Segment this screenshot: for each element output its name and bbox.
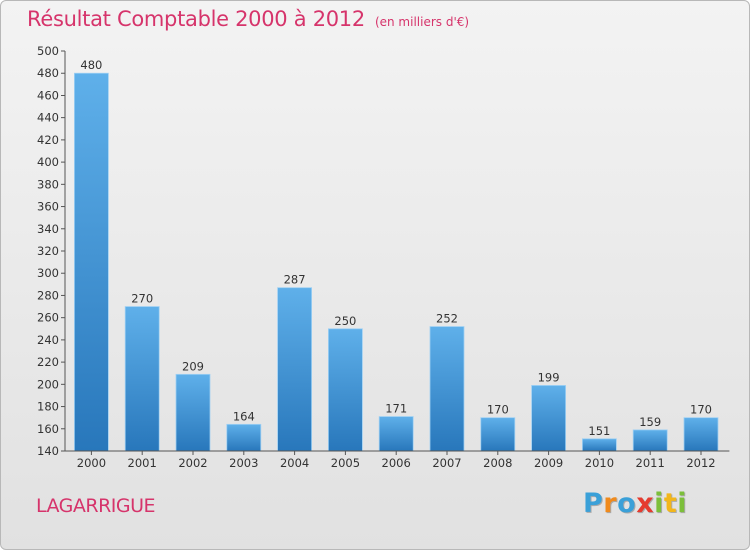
bar-2002 bbox=[175, 373, 211, 452]
x-tick-label-2009: 2009 bbox=[534, 456, 563, 470]
y-tick-label: 380 bbox=[37, 177, 59, 191]
logo-letter: i bbox=[677, 488, 688, 519]
value-label-2007: 252 bbox=[436, 312, 458, 326]
x-tick-label-2001: 2001 bbox=[128, 456, 157, 470]
logo-letter: t bbox=[663, 488, 678, 519]
chart-title: Résultat Comptable 2000 à 2012 (en millie… bbox=[27, 7, 469, 31]
logo-letter: x bbox=[636, 488, 655, 519]
x-tick-label-2008: 2008 bbox=[483, 456, 512, 470]
commune-name: LAGARRIGUE bbox=[36, 495, 156, 517]
chart-title-text: Résultat Comptable 2000 à 2012 bbox=[27, 7, 365, 31]
bar-2009 bbox=[531, 385, 566, 452]
value-label-2012: 170 bbox=[690, 403, 712, 417]
proxiti-logo: Proxiti bbox=[583, 488, 687, 519]
y-tick-label: 300 bbox=[37, 266, 59, 280]
value-label-2010: 151 bbox=[588, 424, 610, 438]
y-tick-label: 420 bbox=[37, 133, 59, 147]
y-tick-label: 160 bbox=[37, 422, 59, 436]
logo-letter: r bbox=[603, 488, 618, 519]
y-tick-label: 460 bbox=[37, 88, 59, 102]
y-tick-label: 240 bbox=[37, 333, 59, 347]
bar-2005 bbox=[327, 328, 363, 452]
x-tick-label-2004: 2004 bbox=[280, 456, 309, 470]
value-label-2004: 287 bbox=[284, 273, 306, 287]
value-label-2008: 170 bbox=[487, 403, 509, 417]
x-tick-label-2010: 2010 bbox=[585, 456, 614, 470]
bar-2001 bbox=[124, 306, 160, 452]
value-label-2009: 199 bbox=[538, 370, 560, 384]
bar-2010 bbox=[582, 438, 617, 452]
y-tick-label: 500 bbox=[37, 44, 59, 58]
y-tick-label: 140 bbox=[37, 444, 59, 458]
value-label-2005: 250 bbox=[334, 314, 356, 328]
y-tick-label: 280 bbox=[37, 288, 59, 302]
bars: 480 270 209 164 287 250 171 252 170 199 151 159 170 bbox=[74, 58, 719, 452]
bar-2003 bbox=[226, 423, 262, 452]
x-tick-label-2006: 2006 bbox=[382, 456, 411, 470]
value-label-2002: 209 bbox=[182, 359, 204, 373]
x-axis: 2000 2001 2002 2003 2004 2005 2006 2007 2008 2009… bbox=[65, 450, 730, 470]
y-tick-label: 440 bbox=[37, 111, 59, 125]
bar-2012 bbox=[683, 417, 719, 452]
x-tick-label-2012: 2012 bbox=[686, 456, 715, 470]
value-label-2003: 164 bbox=[233, 409, 255, 423]
value-label-2011: 159 bbox=[639, 415, 661, 429]
bar-2000 bbox=[74, 72, 109, 452]
x-tick-label-2000: 2000 bbox=[77, 456, 106, 470]
bar-2008 bbox=[480, 417, 516, 452]
x-tick-label-2003: 2003 bbox=[229, 456, 258, 470]
y-tick-label: 360 bbox=[37, 200, 59, 214]
chart-subtitle: (en milliers d'€) bbox=[374, 15, 470, 29]
x-tick-label-2007: 2007 bbox=[432, 456, 461, 470]
logo-letter: o bbox=[617, 488, 637, 519]
bar-2004 bbox=[277, 287, 313, 452]
y-tick-label: 220 bbox=[37, 355, 59, 369]
logo-letter: P bbox=[583, 488, 604, 519]
y-tick-label: 200 bbox=[37, 377, 59, 391]
y-tick-label: 320 bbox=[37, 244, 59, 258]
y-tick-label: 400 bbox=[37, 155, 59, 169]
x-tick-label-2005: 2005 bbox=[331, 456, 360, 470]
bar-2007 bbox=[429, 326, 465, 452]
y-tick-label: 180 bbox=[37, 400, 59, 414]
y-tick-label: 260 bbox=[37, 311, 59, 325]
x-tick-label-2011: 2011 bbox=[636, 456, 665, 470]
value-label-2000: 480 bbox=[80, 58, 102, 72]
logo-letter: i bbox=[654, 488, 664, 519]
x-tick-label-2002: 2002 bbox=[178, 456, 207, 470]
y-axis: 140 160 180 200 220 240 260 280 300 320 340 360 380 4… bbox=[37, 44, 66, 458]
bar-2006 bbox=[378, 416, 414, 452]
value-label-2006: 171 bbox=[385, 402, 407, 416]
value-label-2001: 270 bbox=[131, 292, 153, 306]
y-tick-label: 340 bbox=[37, 222, 59, 236]
bar-2011 bbox=[632, 429, 668, 452]
y-tick-label: 480 bbox=[37, 66, 59, 80]
